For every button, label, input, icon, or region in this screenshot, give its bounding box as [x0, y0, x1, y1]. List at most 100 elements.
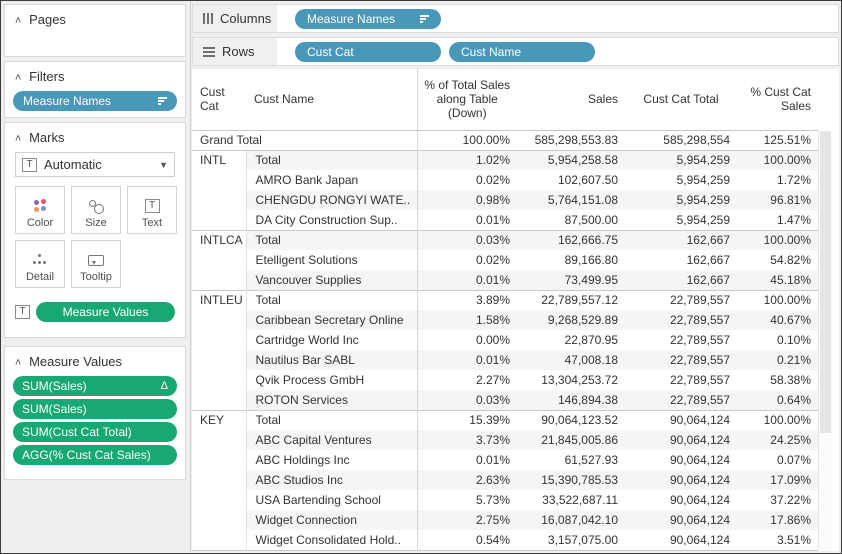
cell-cat-total[interactable]: 5,954,259 [625, 190, 737, 210]
cell-cat-total[interactable]: 90,064,124 [669, 493, 730, 507]
measure-values-pill[interactable]: Measure Values [36, 302, 175, 322]
cell-cust-name[interactable]: AMRO Bank Japan [245, 170, 417, 190]
cell-cust-name[interactable]: Total [245, 229, 417, 250]
cell-sales[interactable]: 162,666.75 [517, 229, 625, 250]
cell-cat-total[interactable]: 5,954,259 [676, 173, 730, 187]
cell-pct-cat[interactable]: 3.51% [776, 532, 811, 547]
cell-cat-total[interactable]: 22,789,557 [669, 373, 730, 387]
cell-pct-cat[interactable]: 24.25% [737, 430, 818, 450]
cell-cust-name[interactable]: DA City Construction Sup.. [245, 210, 417, 230]
cell-cat-total[interactable]: 162,667 [625, 229, 737, 250]
collapse-caret-icon[interactable]: ∧ [14, 14, 23, 25]
shelf-pill[interactable]: Cust Cat [295, 41, 441, 62]
cell-pct-total[interactable]: 2.63% [416, 470, 517, 490]
cell-pct-total[interactable]: 0.01% [416, 270, 517, 290]
cell-pct-cat[interactable]: 0.07% [776, 453, 811, 467]
cell-cust-name[interactable]: Total [245, 409, 417, 430]
cell-cust-name[interactable]: Etelligent Solutions [245, 250, 417, 270]
cell-sales[interactable]: 33,522,687.11 [542, 493, 618, 507]
collapse-caret-icon[interactable]: ∧ [14, 356, 23, 367]
measure-pill[interactable]: AGG(% Cust Cat Sales) [13, 445, 177, 465]
cell-pct-cat[interactable]: 0.21% [737, 350, 818, 370]
cell-pct-total[interactable]: 0.03% [416, 229, 517, 250]
cell-cust-name[interactable]: Cartridge World Inc [245, 330, 417, 350]
cell-pct-total[interactable]: 0.98% [416, 190, 517, 210]
cell-sales[interactable]: 21,845,005.86 [517, 430, 625, 450]
cell-pct-cat[interactable]: 0.64% [737, 390, 818, 410]
cell-pct-total[interactable]: 0.02% [416, 250, 517, 270]
cell-cat-total[interactable]: 162,667 [625, 270, 737, 290]
cell-cust-name[interactable]: ABC Studios Inc [245, 470, 417, 490]
vertical-scrollbar[interactable] [818, 131, 832, 551]
cell-cust-name[interactable]: ROTON Services [245, 390, 417, 410]
cell-pct-cat[interactable]: 1.72% [776, 173, 811, 187]
cell-pct-cat[interactable]: 45.18% [737, 270, 818, 290]
scrollbar-thumb[interactable] [820, 131, 831, 434]
cell-cat-total[interactable]: 22,789,557 [669, 333, 730, 347]
cell-cat-total[interactable]: 22,789,557 [625, 390, 737, 410]
cell-cust-name[interactable]: USA Bartending School [245, 490, 417, 510]
cell-sales[interactable]: 5,954,258.58 [517, 149, 625, 170]
cell-pct-cat[interactable]: 0.10% [776, 333, 811, 347]
mark-type-dropdown[interactable]: T Automatic ▼ [15, 152, 175, 177]
cell-cat-total[interactable]: 22,789,557 [625, 310, 737, 330]
cell-sales[interactable]: 16,087,042.10 [517, 510, 625, 530]
cell-pct-total[interactable]: 3.73% [416, 430, 517, 450]
cell-pct-total[interactable]: 0.01% [416, 450, 517, 470]
cell-cust-name[interactable]: ABC Capital Ventures [245, 430, 417, 450]
cell-sales[interactable]: 89,166.80 [564, 253, 618, 267]
cell-pct-cat[interactable]: 17.09% [737, 470, 818, 490]
measure-pill[interactable]: SUM(Sales) Δ [13, 376, 177, 396]
cell-cat-total[interactable]: 90,064,124 [625, 409, 737, 430]
cell-sales[interactable]: 146,894.38 [517, 390, 625, 410]
cell-cust-name[interactable]: ABC Holdings Inc [245, 450, 417, 470]
measure-pill[interactable]: SUM(Cust Cat Total) [13, 422, 177, 442]
cell-cat-total[interactable]: 90,064,124 [625, 470, 737, 490]
header-pct-total-sales[interactable]: % of Total Sales along Table (Down) [416, 69, 517, 131]
cell-grand-total[interactable]: Grand Total [200, 133, 262, 147]
cell-pct-cat[interactable]: 1.47% [776, 212, 811, 227]
cell-pct-cat[interactable]: 96.81% [737, 190, 818, 210]
cell-cat-total[interactable]: 90,064,124 [625, 430, 737, 450]
measure-pill[interactable]: SUM(Sales) [13, 399, 177, 419]
mark-button-tooltip[interactable]: Tooltip [71, 240, 121, 288]
cell-pct-total[interactable]: 0.02% [416, 170, 517, 190]
header-cust-cat[interactable]: Cust Cat [192, 69, 246, 131]
cell-cust-cat[interactable]: KEY [192, 409, 246, 550]
cell-sales[interactable]: 22,870.95 [564, 333, 618, 347]
cell-pct-total[interactable]: 1.02% [416, 149, 517, 170]
cell-pct-cat[interactable]: 100.00% [737, 289, 818, 310]
cell-sales[interactable]: 102,607.50 [557, 173, 618, 187]
cell-pct-total[interactable]: 0.54% [416, 530, 517, 550]
mark-button-color[interactable]: Color [15, 186, 65, 234]
cell-cat-total[interactable]: 162,667 [686, 253, 730, 267]
header-cust-name[interactable]: Cust Name [246, 69, 417, 131]
shelf-pill[interactable]: Cust Name [449, 41, 595, 62]
mark-button-size[interactable]: Size [71, 186, 121, 234]
cell-cat-total[interactable]: 90,064,124 [669, 453, 730, 467]
cell-pct-total[interactable]: 0.01% [416, 210, 517, 230]
header-sales[interactable]: Sales [517, 69, 625, 131]
cell-pct-total[interactable]: 5.73% [416, 490, 517, 510]
collapse-caret-icon[interactable]: ∧ [14, 71, 23, 82]
cell-pct-total[interactable]: 3.89% [416, 289, 517, 310]
cell-cat-total[interactable]: 22,789,557 [625, 350, 737, 370]
cell-cat-total[interactable]: 585,298,554 [663, 133, 730, 147]
cell-sales[interactable]: 87,500.00 [564, 212, 618, 227]
cell-cat-total[interactable]: 90,064,124 [669, 532, 730, 547]
cell-sales[interactable]: 13,304,253.72 [541, 373, 618, 387]
cell-pct-cat[interactable]: 58.38% [770, 373, 811, 387]
cell-pct-total[interactable]: 2.27% [416, 370, 517, 390]
cell-pct-total[interactable]: 2.75% [416, 510, 517, 530]
header-cust-cat-total[interactable]: Cust Cat Total [625, 69, 737, 131]
cell-sales[interactable]: 22,789,557.12 [517, 289, 625, 310]
cell-pct-cat[interactable]: 100.00% [737, 229, 818, 250]
cell-cust-cat[interactable]: INTL [192, 149, 246, 230]
cell-cust-cat[interactable]: INTLEU [192, 289, 246, 410]
cell-sales[interactable]: 73,499.95 [517, 270, 625, 290]
cell-cat-total[interactable]: 5,954,259 [625, 149, 737, 170]
cell-cust-name[interactable]: Nautilus Bar SABL [245, 350, 417, 370]
cell-sales[interactable]: 15,390,785.53 [517, 470, 625, 490]
cell-cust-name[interactable]: Widget Consolidated Hold.. [245, 530, 417, 550]
cell-cust-name[interactable]: Caribbean Secretary Online [245, 310, 417, 330]
